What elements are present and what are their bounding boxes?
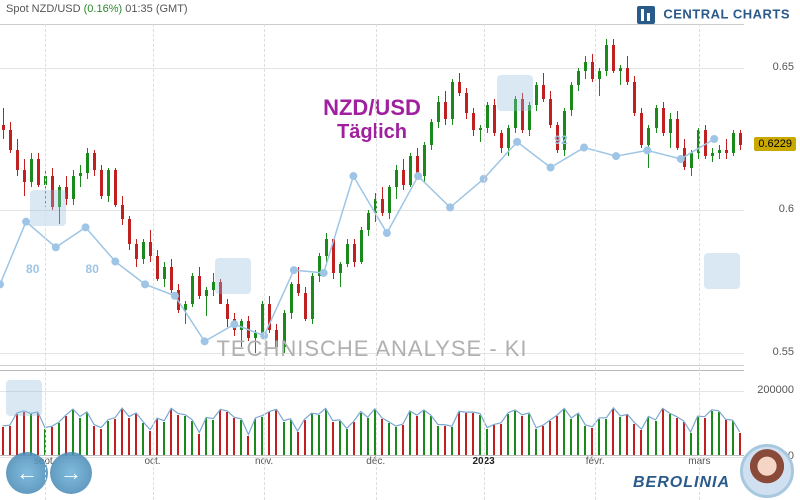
avatar-icon — [740, 444, 794, 498]
current-price-tag: 0.6229 — [754, 137, 796, 151]
nav-prev-button[interactable]: ← — [6, 452, 48, 494]
x-axis-labels: sept.oct.nov.déc.2023févr.mars — [0, 456, 744, 476]
volume-y-axis: 2000001000 — [744, 370, 800, 456]
watermark-icon — [6, 380, 42, 416]
logo-icon — [637, 6, 655, 24]
logo-text: CENTRAL CHARTS — [663, 6, 790, 21]
watermark-icon — [704, 253, 740, 289]
arrow-left-icon: ← — [16, 460, 38, 486]
berolinia-label: BEROLINIA — [633, 474, 730, 492]
nav-next-button[interactable]: → — [50, 452, 92, 494]
watermark-icon — [497, 75, 533, 111]
brand-logo: CENTRAL CHARTS — [637, 6, 790, 24]
price-y-axis: 0.550.60.650.6229 — [744, 24, 800, 366]
instrument-label: Spot NZD/USD — [6, 3, 81, 15]
watermark-icon — [30, 190, 66, 226]
chart-header: Spot NZD/USD (0.16%) 01:35 (GMT) — [6, 3, 188, 15]
watermark-icon — [215, 258, 251, 294]
tz-label: (GMT) — [156, 3, 188, 15]
price-chart[interactable]: 808092 — [0, 24, 744, 366]
arrow-right-icon: → — [60, 460, 82, 486]
volume-chart[interactable] — [0, 370, 744, 456]
pct-change: (0.16%) — [84, 3, 123, 15]
time-label: 01:35 — [125, 3, 153, 15]
